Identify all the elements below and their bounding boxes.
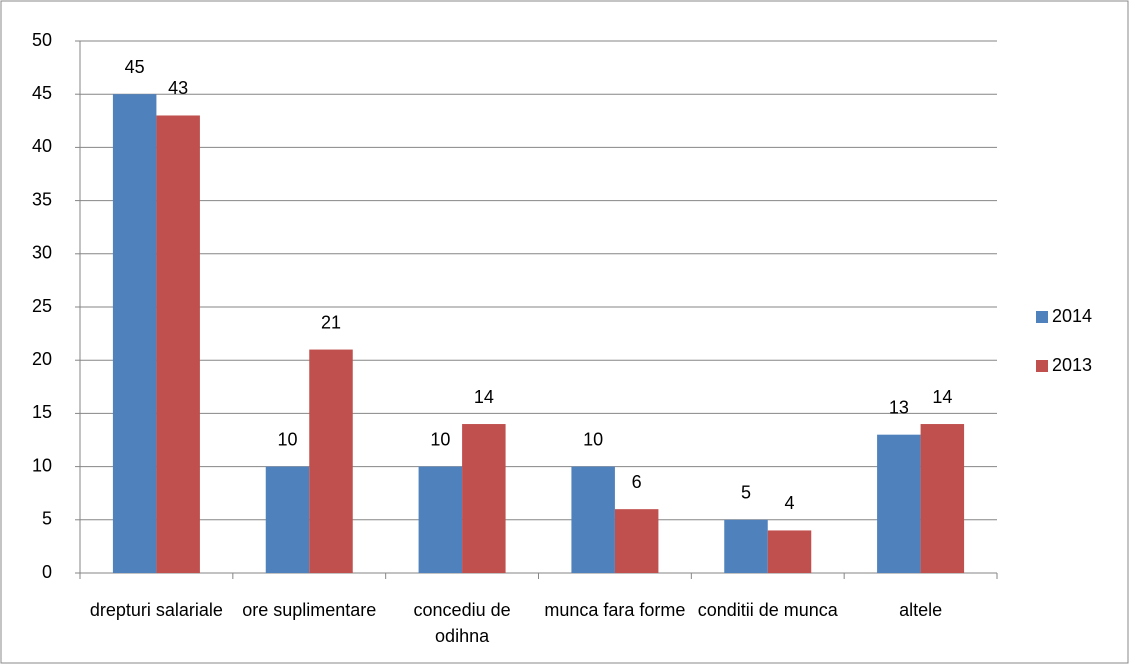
y-tick-label: 45: [32, 83, 52, 103]
data-label: 10: [583, 429, 603, 449]
data-label: 14: [474, 387, 494, 407]
bar: [571, 466, 615, 573]
legend-swatch: [1036, 311, 1048, 323]
legend-label: 2014: [1052, 306, 1092, 326]
bar: [614, 509, 659, 573]
x-tick-label: ore suplimentare: [242, 600, 377, 620]
bar: [156, 115, 200, 573]
bar: [112, 94, 157, 573]
legend-swatch: [1036, 360, 1048, 372]
y-tick-label: 25: [32, 296, 52, 316]
y-tick-label: 40: [32, 136, 52, 156]
x-tick-label: altele: [899, 600, 943, 620]
x-tick-label: concediu de odihna: [413, 600, 511, 646]
bar: [462, 424, 506, 573]
bar: [309, 349, 353, 573]
data-label: 10: [277, 429, 297, 449]
data-label: 14: [932, 387, 952, 407]
data-label: 21: [321, 312, 341, 332]
data-label: 43: [168, 78, 188, 98]
data-label: 45: [125, 57, 145, 77]
data-label: 10: [430, 429, 450, 449]
x-tick-label: munca fara forme: [544, 600, 686, 620]
y-tick-label: 15: [32, 402, 52, 422]
data-label: 6: [632, 472, 642, 492]
y-tick-label: 35: [32, 189, 52, 209]
data-label: 4: [784, 493, 794, 513]
bar: [418, 466, 463, 573]
y-tick-label: 10: [32, 455, 52, 475]
x-tick-label: drepturi salariale: [89, 600, 223, 620]
x-tick-label: conditii de munca: [697, 600, 838, 620]
y-tick-label: 5: [42, 509, 52, 529]
y-tick-label: 50: [32, 30, 52, 50]
bar: [724, 519, 768, 573]
legend-label: 2013: [1052, 355, 1092, 375]
bar: [767, 530, 812, 573]
y-tick-label: 30: [32, 243, 52, 263]
bar: [265, 466, 310, 573]
bar: [920, 424, 965, 573]
data-label: 13: [889, 397, 909, 417]
y-tick-label: 20: [32, 349, 52, 369]
y-tick-label: 0: [42, 562, 52, 582]
bar: [877, 434, 921, 573]
data-label: 5: [741, 483, 751, 503]
